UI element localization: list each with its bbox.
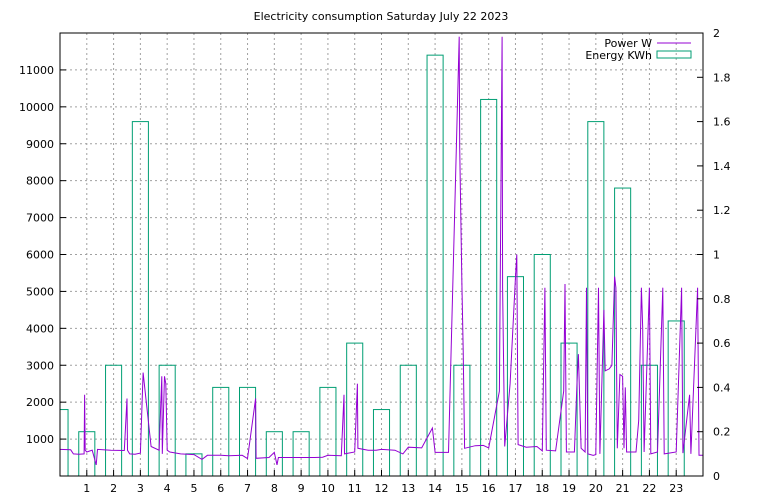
grid	[60, 33, 703, 476]
y-left-tick-label: 6000	[26, 249, 54, 262]
energy-bar	[239, 386, 257, 477]
x-tick-label: 23	[669, 482, 683, 495]
y-right-tick-label: 2	[713, 27, 720, 40]
x-tick-label: 8	[271, 482, 278, 495]
y-right-tick-label: 0.8	[713, 293, 731, 306]
energy-bar	[212, 386, 230, 477]
chart-title: Electricity consumption Saturday July 22…	[254, 10, 509, 23]
y-left-tick-label: 10000	[19, 101, 54, 114]
x-tick-label: 3	[137, 482, 144, 495]
legend: Power W Energy KWh	[585, 37, 692, 62]
y-left-tick-label: 5000	[26, 285, 54, 298]
y-right-tick-label: 0.4	[713, 381, 731, 394]
power-series	[59, 36, 703, 466]
y-right-tick-label: 1	[713, 249, 720, 262]
energy-bar	[59, 409, 69, 477]
x-tick-label: 17	[508, 482, 522, 495]
x-tick-label: 10	[321, 482, 335, 495]
x-tick-label: 13	[401, 482, 415, 495]
x-tick-label: 21	[616, 482, 630, 495]
x-tick-label: 20	[589, 482, 603, 495]
x-tick-label: 12	[375, 482, 389, 495]
x-axis: 1 2 3 4 5 6 7 8 9 10 11 12 13 14 15 16 17 18 19 20 21 22 23	[83, 470, 683, 495]
y-left-tick-label: 2000	[26, 396, 54, 409]
x-tick-label: 2	[110, 482, 117, 495]
x-tick-label: 11	[348, 482, 362, 495]
y-right-tick-label: 1.2	[713, 204, 731, 217]
legend-swatch-energy	[656, 50, 692, 59]
x-tick-label: 19	[562, 482, 576, 495]
x-tick-label: 15	[455, 482, 469, 495]
x-tick-label: 7	[244, 482, 251, 495]
y-axis-right: 0 0.2 0.4 0.6 0.8 1 1.2 1.4 1.6 1.8 2	[697, 27, 731, 483]
energy-bar	[319, 386, 337, 477]
y-left-tick-label: 3000	[26, 359, 54, 372]
x-tick-label: 6	[217, 482, 224, 495]
y-right-tick-label: 1.4	[713, 160, 731, 173]
y-right-tick-label: 1.8	[713, 71, 731, 84]
legend-label-power: Power W	[604, 37, 652, 50]
y-axis-left: 1000 2000 3000 4000 5000 6000 7000 8000 9000 1000…	[19, 64, 66, 446]
y-right-tick-label: 1.6	[713, 116, 731, 129]
y-left-tick-label: 11000	[19, 64, 54, 77]
x-tick-label: 16	[482, 482, 496, 495]
power-line	[59, 36, 703, 466]
y-left-tick-label: 8000	[26, 175, 54, 188]
x-tick-label: 14	[428, 482, 442, 495]
x-tick-label: 1	[83, 482, 90, 495]
x-tick-label: 4	[164, 482, 171, 495]
y-right-tick-label: 0.2	[713, 426, 731, 439]
y-left-tick-label: 7000	[26, 212, 54, 225]
energy-series	[59, 54, 685, 477]
x-tick-label: 5	[190, 482, 197, 495]
y-right-tick-label: 0.6	[713, 337, 731, 350]
x-tick-label: 18	[535, 482, 549, 495]
x-tick-label: 22	[642, 482, 656, 495]
x-tick-label: 9	[298, 482, 305, 495]
y-right-tick-label: 0	[713, 470, 720, 483]
y-left-tick-label: 1000	[26, 433, 54, 446]
y-left-tick-label: 9000	[26, 138, 54, 151]
legend-label-energy: Energy KWh	[585, 49, 652, 62]
energy-bar	[506, 276, 524, 477]
y-left-tick-label: 4000	[26, 322, 54, 335]
